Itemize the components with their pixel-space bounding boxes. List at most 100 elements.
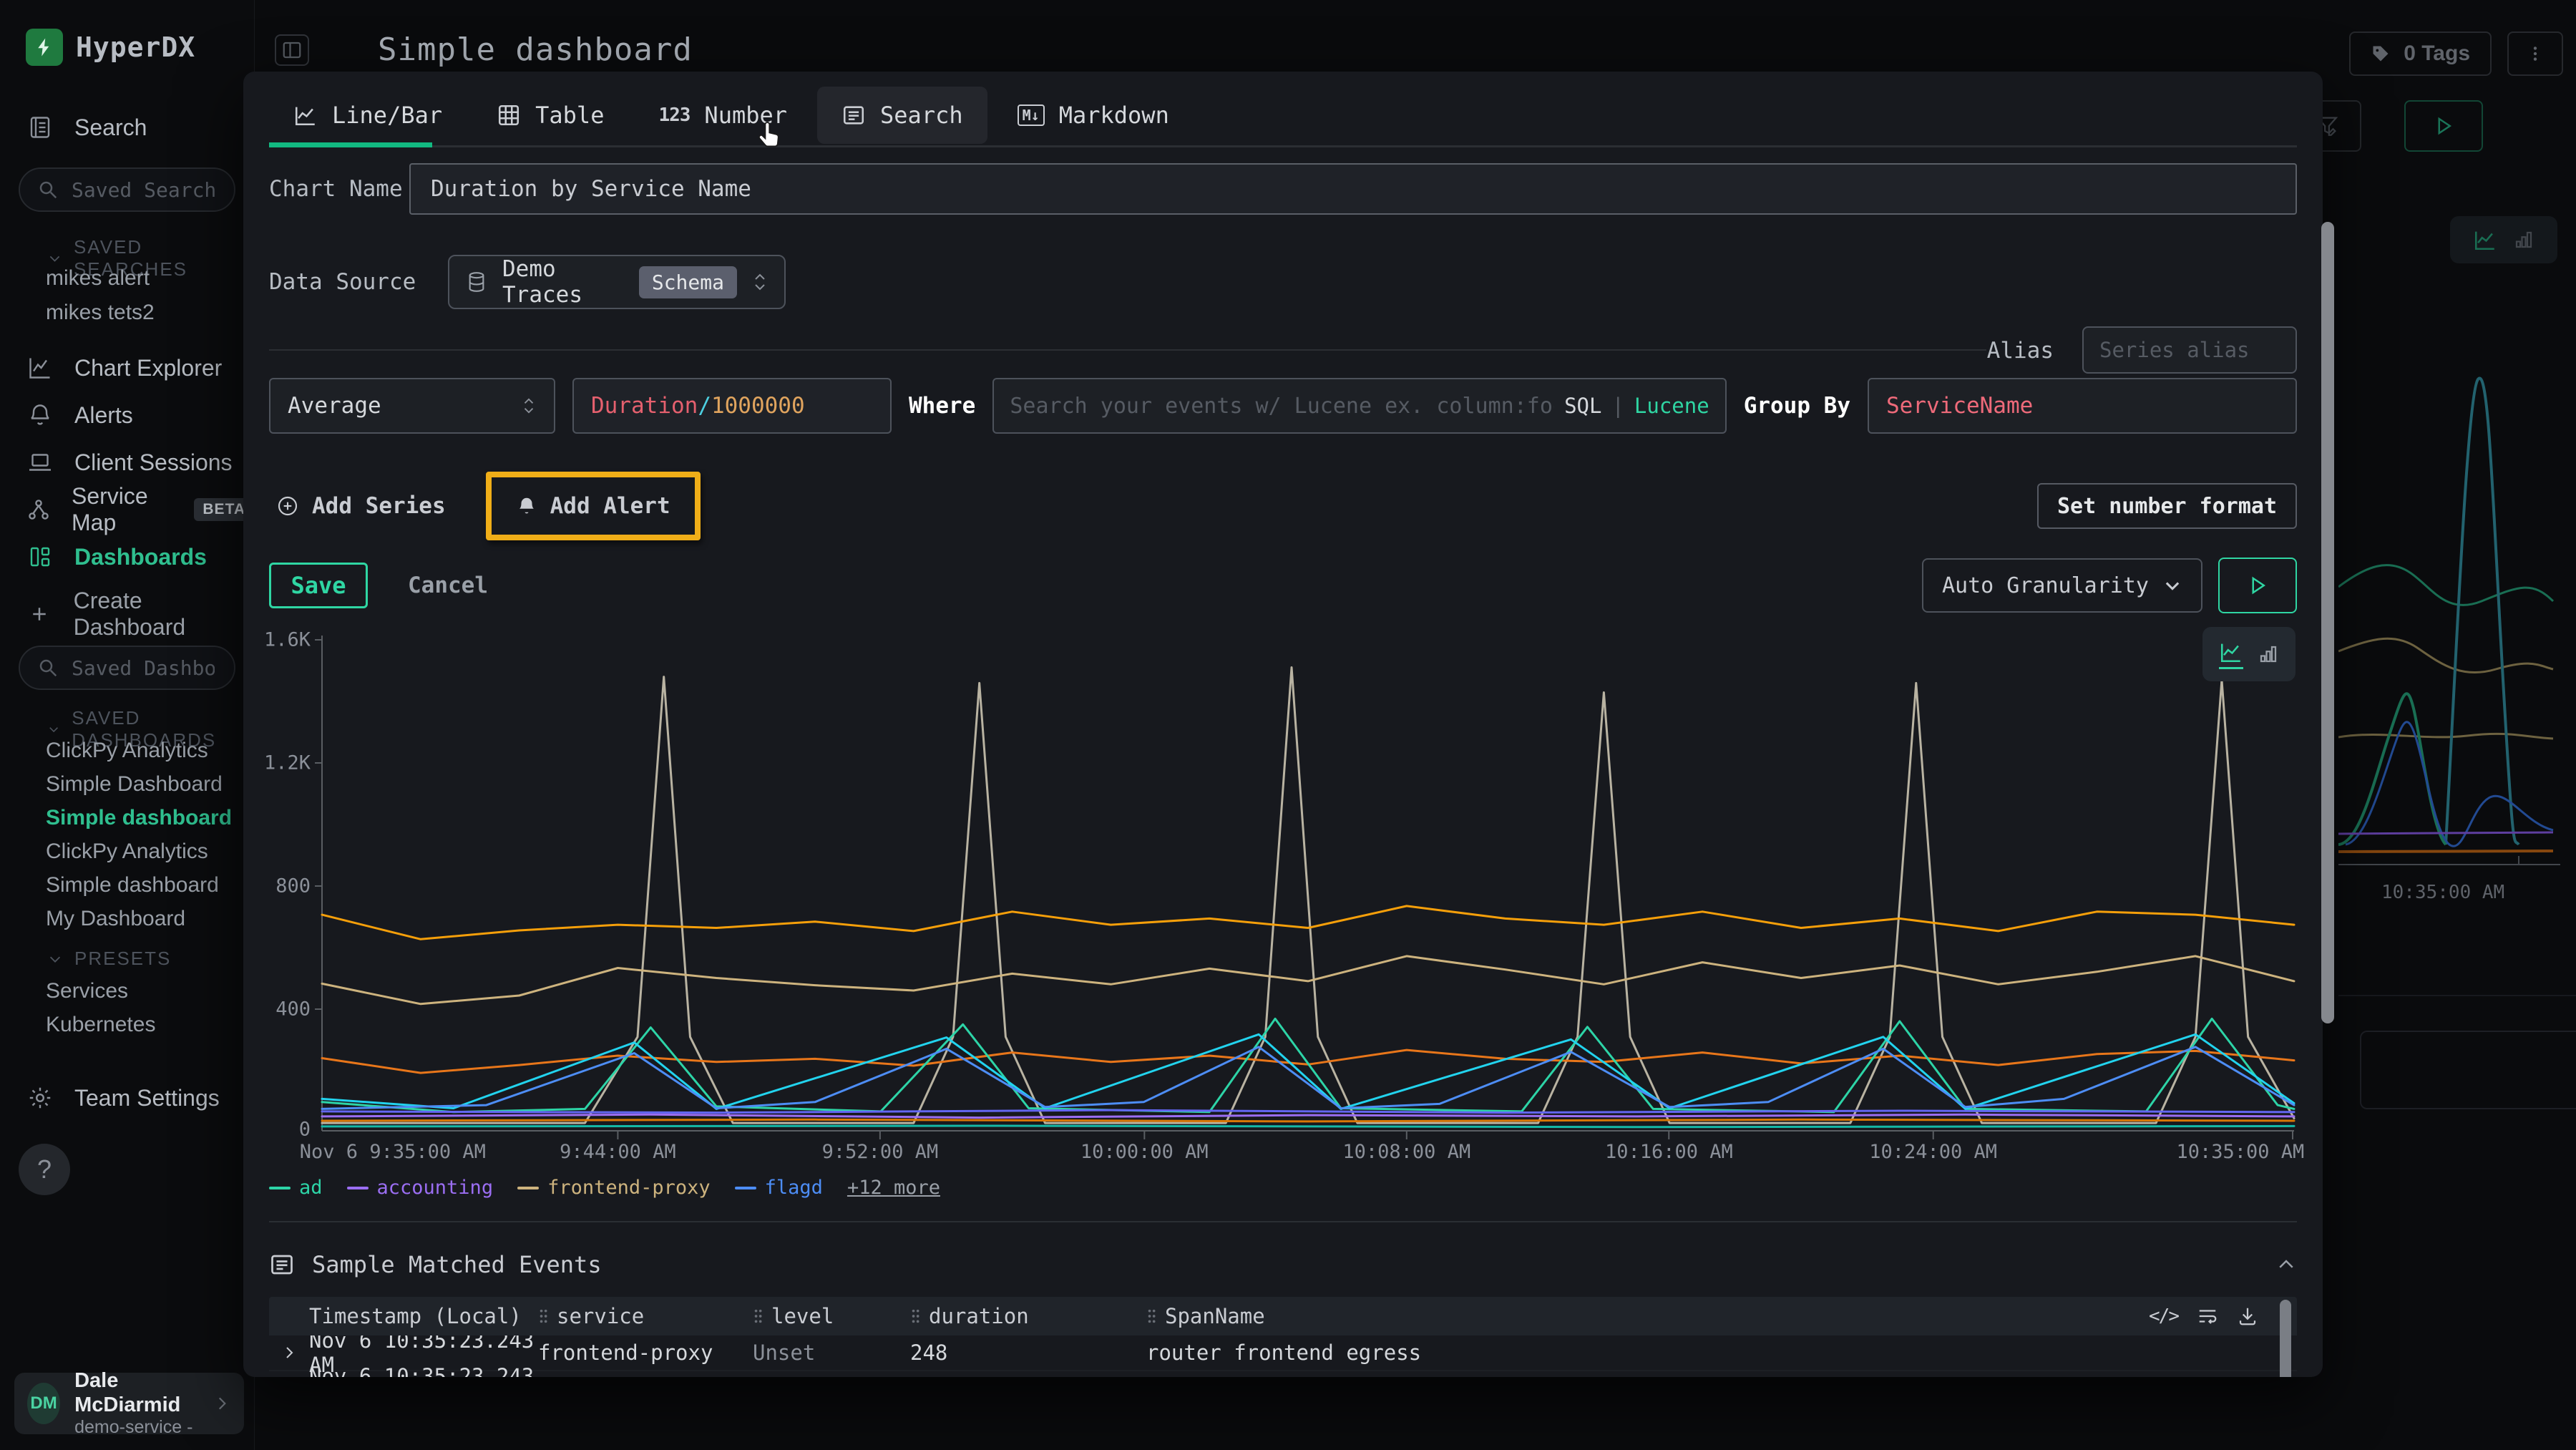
legend-swatch	[347, 1187, 369, 1189]
drag-handle-icon	[1146, 1308, 1156, 1324]
saved-dashboards-input[interactable]	[72, 656, 215, 680]
user-subtitle: demo-service -	[74, 1417, 198, 1438]
dashboard-item[interactable]: Simple Dashboard	[46, 772, 223, 797]
more-menu-button[interactable]	[2507, 31, 2563, 76]
lucene-toggle[interactable]: Lucene	[1634, 394, 1709, 418]
tab-table[interactable]: Table	[472, 87, 628, 144]
dashboard-item[interactable]: ClickPy Analytics	[46, 739, 208, 763]
preset-item[interactable]: Services	[46, 979, 128, 1003]
dashboard-item-active[interactable]: Simple dashboard	[46, 806, 232, 830]
event-row[interactable]: Nov 6 10:35:23.243 AM frontend-proxy Uns…	[269, 1335, 2297, 1371]
events-scrollbar[interactable]	[2280, 1300, 2291, 1377]
sidebar-item-alerts[interactable]: Alerts	[0, 395, 254, 435]
group-by-input[interactable]	[1868, 378, 2297, 434]
saved-search-item[interactable]: mikes tets2	[46, 301, 155, 325]
chart-name-row: Chart Name	[269, 163, 2297, 215]
help-button[interactable]: ?	[19, 1144, 70, 1195]
run-chart-button[interactable]	[2218, 558, 2297, 613]
avatar: DM	[27, 1383, 60, 1424]
legend-swatch	[269, 1187, 291, 1189]
logo[interactable]: HyperDX	[26, 29, 195, 66]
legend-item[interactable]: flagd	[735, 1177, 823, 1199]
drag-handle-icon	[753, 1308, 763, 1324]
search-log-icon	[26, 115, 54, 140]
saved-dashboards-search[interactable]	[19, 646, 235, 690]
add-series-button[interactable]: Add Series	[269, 493, 453, 519]
legend-item[interactable]: ad	[269, 1177, 323, 1199]
background-chart-toggle[interactable]	[2450, 216, 2557, 263]
tab-number[interactable]: 123 Number	[634, 87, 811, 144]
tags-button[interactable]: 0 Tags	[2349, 31, 2492, 76]
sidebar-item-chart-explorer[interactable]: Chart Explorer	[0, 348, 254, 388]
dashboard-item[interactable]: Simple dashboard	[46, 873, 219, 897]
series-other-flat-orange	[322, 1119, 2294, 1121]
dashboard-item[interactable]: ClickPy Analytics	[46, 840, 208, 864]
collapse-events-button[interactable]	[2275, 1254, 2297, 1275]
sql-toggle[interactable]: SQL	[1564, 394, 1601, 418]
dots-vertical-icon	[2526, 44, 2545, 63]
modal-scrollbar[interactable]	[2321, 222, 2334, 1023]
sidebar-item-search[interactable]: Search	[0, 107, 254, 147]
download-icon[interactable]	[2237, 1305, 2258, 1327]
legend-item[interactable]: frontend-proxy	[517, 1177, 711, 1199]
x-axis-labels: Nov 6 9:35:00 AM 9:44:00 AM 9:52:00 AM 1…	[269, 1141, 2297, 1165]
background-time-label: 10:35:00 AM	[2381, 882, 2504, 903]
edit-chart-modal: Line/Bar Table 123 Number Search M↓ Ma	[243, 72, 2323, 1377]
search-log-icon	[841, 103, 866, 127]
wrap-lines-button[interactable]	[2197, 1305, 2218, 1327]
tab-search[interactable]: Search	[817, 87, 987, 144]
expand-row-icon[interactable]	[269, 1344, 309, 1361]
select-chevrons-icon	[751, 271, 769, 293]
chart-name-input[interactable]	[409, 163, 2297, 215]
saved-searches-search[interactable]	[19, 167, 235, 212]
sidebar-item-service-map[interactable]: Service Map BETA	[0, 490, 254, 530]
cancel-button[interactable]: Cancel	[408, 573, 488, 598]
line-chart-plot[interactable]	[322, 630, 2294, 1131]
view-source-button[interactable]: </>	[2149, 1305, 2178, 1327]
series-alias-input[interactable]	[2082, 326, 2297, 374]
column-header-spanname[interactable]: SpanName	[1146, 1304, 2297, 1328]
preset-item[interactable]: Kubernetes	[46, 1013, 155, 1037]
saved-search-item[interactable]: mikes alert	[46, 266, 150, 291]
tab-line-bar[interactable]: Line/Bar	[269, 87, 467, 144]
sidebar-collapse-button[interactable]	[275, 34, 309, 66]
line-chart-icon	[293, 103, 318, 127]
aggregation-function-select[interactable]: Average	[269, 378, 555, 434]
chevron-down-icon	[47, 951, 63, 967]
granularity-select[interactable]: Auto Granularity	[1922, 558, 2202, 613]
legend-more-button[interactable]: +12 more	[847, 1177, 940, 1199]
series-other-flat-teal	[322, 1126, 2294, 1127]
aggregation-field-input[interactable]: Duration/1000000	[572, 378, 892, 434]
dashboard-item[interactable]: My Dashboard	[46, 907, 185, 931]
bell-icon	[516, 495, 537, 517]
sidebar-item-team-settings[interactable]: Team Settings	[0, 1078, 254, 1118]
saved-searches-input[interactable]	[72, 178, 215, 202]
add-alert-button[interactable]: Add Alert	[516, 493, 670, 519]
divider	[2338, 995, 2576, 996]
chart-legend: ad accounting frontend-proxy flagd +12 m…	[269, 1177, 2297, 1199]
series-frontend-proxy	[322, 956, 2294, 1004]
legend-swatch	[735, 1187, 756, 1189]
event-row[interactable]: Nov 6 10:35:23.243 AM frontend-proxy Uns…	[269, 1371, 2297, 1377]
presets-header[interactable]: PRESETS	[47, 948, 171, 970]
tab-markdown[interactable]: M↓ Markdown	[993, 87, 1194, 144]
run-query-button[interactable]	[2404, 100, 2483, 152]
chart-type-tabs: Line/Bar Table 123 Number Search M↓ Ma	[269, 84, 2297, 147]
line-chart-icon	[2219, 640, 2243, 669]
sidebar-item-client-sessions[interactable]: Client Sessions	[0, 442, 254, 482]
sidebar-item-label: Client Sessions	[74, 449, 233, 476]
column-header-level[interactable]: level	[753, 1304, 910, 1328]
plus-icon	[26, 603, 54, 625]
chart-display-toggle[interactable]	[2202, 627, 2296, 681]
data-source-select[interactable]: Demo Traces Schema	[448, 255, 786, 309]
sidebar-item-dashboards[interactable]: Dashboards	[0, 537, 254, 577]
create-dashboard-button[interactable]: Create Dashboard	[0, 594, 254, 634]
set-number-format-button[interactable]: Set number format	[2037, 483, 2297, 529]
column-header-service[interactable]: service	[538, 1304, 753, 1328]
column-header-duration[interactable]: duration	[910, 1304, 1146, 1328]
play-icon	[2247, 575, 2268, 596]
save-button[interactable]: Save	[269, 563, 368, 608]
legend-item[interactable]: accounting	[347, 1177, 494, 1199]
user-menu[interactable]: DM Dale McDiarmid demo-service -	[14, 1373, 244, 1434]
where-search-input[interactable]	[1010, 394, 1554, 419]
